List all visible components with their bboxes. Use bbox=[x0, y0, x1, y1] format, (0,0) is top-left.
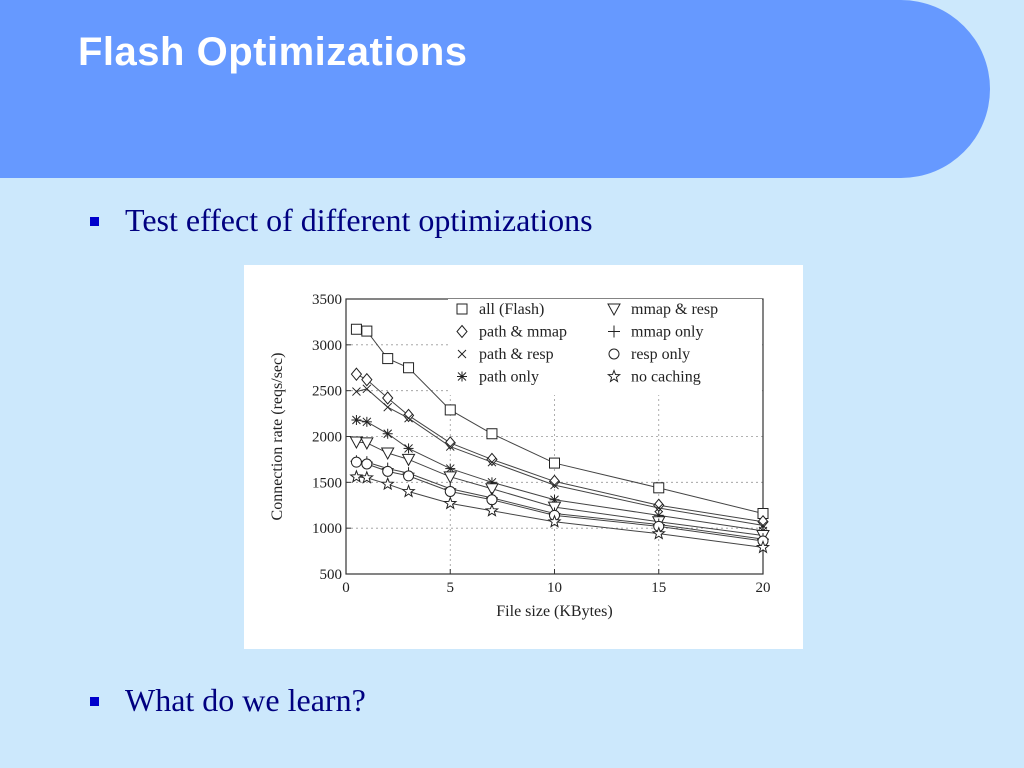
data-point-1-4 bbox=[444, 436, 456, 450]
data-point-7-6 bbox=[547, 514, 562, 528]
y-tick-label: 1000 bbox=[312, 521, 342, 537]
data-point-1-2 bbox=[382, 391, 394, 405]
data-point-0-1 bbox=[361, 325, 373, 337]
data-point-1-0 bbox=[350, 367, 363, 381]
bullet-text-1: Test effect of different optimizations bbox=[125, 202, 593, 238]
data-point-2-0 bbox=[352, 387, 361, 396]
legend-marker-0 bbox=[456, 303, 468, 315]
data-point-6-1 bbox=[361, 458, 373, 470]
x-tick-label: 10 bbox=[547, 580, 562, 596]
y-tick-label: 3000 bbox=[312, 338, 342, 354]
data-point-7-3 bbox=[401, 484, 416, 498]
data-point-4-0 bbox=[349, 436, 364, 450]
data-point-2-5 bbox=[487, 457, 497, 467]
legend-label-1: path & mmap bbox=[479, 324, 567, 341]
legend-marker-6 bbox=[608, 348, 620, 360]
series-line-1 bbox=[356, 373, 764, 523]
data-point-4-4 bbox=[443, 471, 458, 484]
legend-label-7: no caching bbox=[631, 369, 701, 386]
legend-box bbox=[448, 299, 762, 395]
data-point-4-1 bbox=[360, 437, 374, 450]
data-point-2-1 bbox=[362, 384, 372, 394]
legend-marker-2 bbox=[457, 349, 467, 359]
legend-marker-5 bbox=[608, 325, 620, 338]
legend-label-2: path & resp bbox=[479, 346, 554, 363]
data-point-0-3 bbox=[403, 362, 415, 374]
slide-title: Flash Optimizations bbox=[78, 30, 468, 74]
data-point-6-2 bbox=[382, 465, 394, 477]
y-tick-label: 500 bbox=[320, 567, 343, 583]
data-point-6-0 bbox=[350, 456, 362, 468]
title-banner bbox=[0, 0, 990, 178]
data-point-4-3 bbox=[401, 453, 416, 467]
x-tick-label: 15 bbox=[651, 580, 666, 596]
chart-figure: 0 5 10 15 20 500 1000 1500 2000 2500 3000 3500 File … bbox=[244, 265, 803, 649]
legend-marker-3 bbox=[457, 371, 467, 382]
y-axis-label: Connection rate (reqs/sec) bbox=[269, 353, 286, 521]
legend-label-3: path only bbox=[479, 369, 539, 386]
legend-label-0: all (Flash) bbox=[479, 301, 544, 318]
legend-marker-7 bbox=[606, 369, 622, 383]
x-tick-label: 20 bbox=[756, 580, 771, 596]
data-point-0-7 bbox=[653, 482, 665, 494]
data-point-7-4 bbox=[443, 495, 458, 510]
square-bullet-icon bbox=[90, 217, 99, 226]
y-tick-label: 3500 bbox=[312, 292, 342, 308]
data-point-7-5 bbox=[484, 503, 500, 517]
y-tick-label: 2000 bbox=[312, 430, 342, 446]
data-point-7-2 bbox=[380, 476, 395, 491]
x-axis-label: File size (KBytes) bbox=[496, 603, 612, 620]
data-point-3-3 bbox=[403, 443, 414, 454]
data-point-0-4 bbox=[444, 404, 456, 416]
data-point-3-2 bbox=[382, 428, 393, 439]
legend-label-5: mmap only bbox=[631, 324, 703, 341]
line-chart: 0 5 10 15 20 500 1000 1500 2000 2500 3000 3500 File … bbox=[269, 292, 771, 620]
series-line-2 bbox=[356, 388, 764, 526]
data-point-0-5 bbox=[486, 428, 498, 440]
data-point-0-2 bbox=[382, 353, 394, 365]
data-point-2-6 bbox=[550, 480, 559, 490]
data-point-7-8 bbox=[755, 539, 771, 554]
bullet-item-2: What do we learn? bbox=[90, 682, 366, 719]
legend-marker-1 bbox=[456, 324, 468, 339]
y-tick-label: 2500 bbox=[312, 384, 342, 400]
data-point-6-4 bbox=[444, 486, 456, 497]
data-point-2-7 bbox=[654, 503, 664, 513]
data-point-6-5 bbox=[486, 494, 498, 506]
data-point-7-0 bbox=[349, 469, 364, 483]
bullet-item-1: Test effect of different optimizations bbox=[90, 202, 593, 239]
data-point-2-3 bbox=[404, 413, 413, 423]
legend-marker-4 bbox=[607, 303, 621, 317]
bullet-text-2: What do we learn? bbox=[125, 682, 366, 718]
data-point-7-1 bbox=[359, 470, 374, 484]
data-point-3-0 bbox=[351, 415, 362, 425]
data-point-7-7 bbox=[651, 526, 666, 540]
data-point-6-3 bbox=[403, 470, 415, 482]
data-point-1-1 bbox=[361, 372, 373, 387]
data-point-0-0 bbox=[350, 323, 362, 335]
data-point-1-5 bbox=[486, 452, 498, 467]
x-tick-label: 0 bbox=[342, 580, 350, 596]
y-tick-label: 1500 bbox=[312, 475, 342, 491]
data-point-1-3 bbox=[402, 408, 415, 423]
data-point-2-2 bbox=[383, 402, 393, 412]
square-bullet-icon bbox=[90, 697, 99, 706]
data-point-4-5 bbox=[485, 483, 499, 496]
legend-label-4: mmap & resp bbox=[631, 301, 718, 318]
data-point-0-6 bbox=[549, 457, 560, 469]
data-point-3-1 bbox=[361, 416, 372, 427]
legend-label-6: resp only bbox=[631, 346, 690, 363]
data-point-2-4 bbox=[445, 442, 455, 451]
data-point-1-7 bbox=[653, 498, 665, 513]
x-tick-label: 5 bbox=[447, 580, 455, 596]
data-point-4-2 bbox=[380, 447, 395, 461]
